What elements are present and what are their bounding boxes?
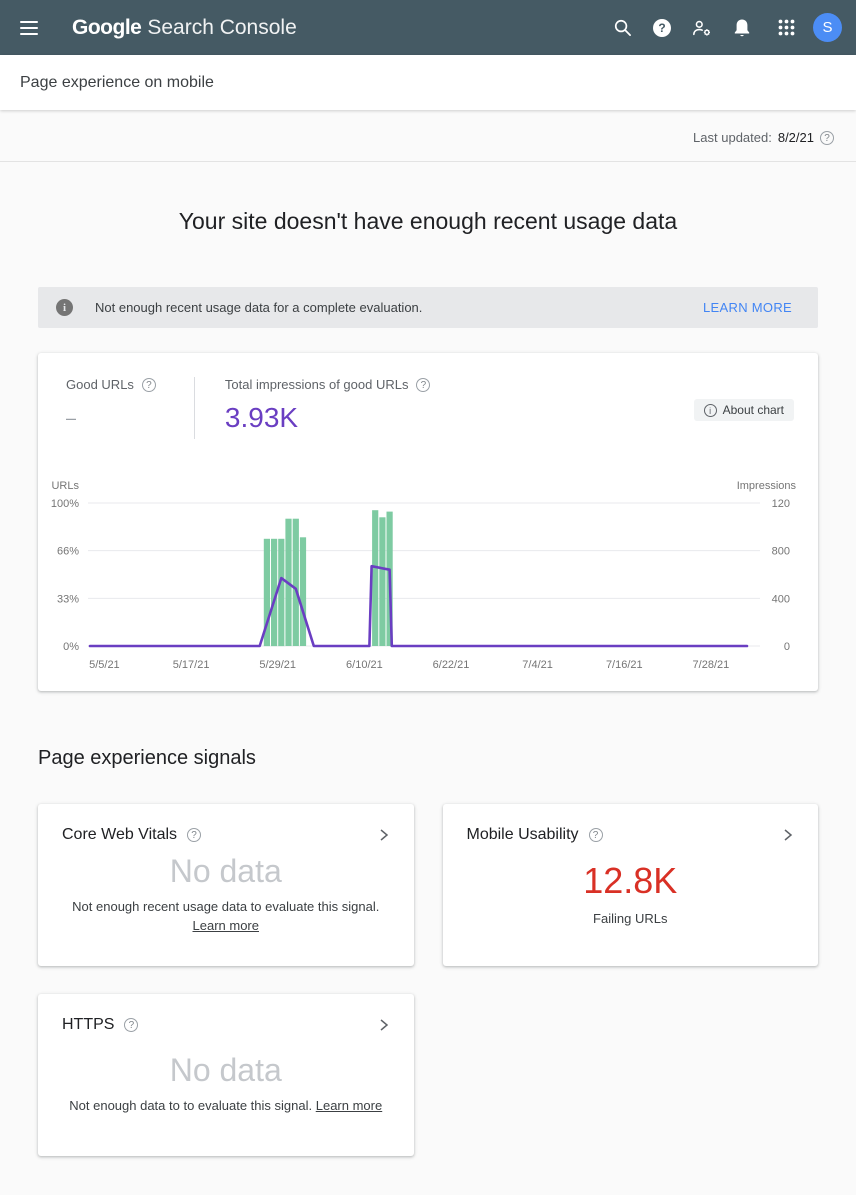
card-core-web-vitals[interactable]: Core Web Vitals No data Not enough recen… — [38, 804, 414, 966]
impressions-value: 3.93K — [224, 402, 299, 433]
chart-bar — [271, 538, 278, 647]
last-updated-value: 8/2/21 — [777, 130, 814, 145]
last-updated-label: Last updated: — [693, 130, 772, 145]
breadcrumb-bar: Page experience on mobile — [0, 55, 856, 110]
last-updated-row: Last updated: 8/2/21 — [0, 110, 856, 161]
x-axis-tick: 5/29/21 — [259, 659, 296, 671]
cwv-learn-more-link[interactable]: Learn more — [192, 917, 259, 933]
x-axis-tick: 7/16/21 — [606, 659, 643, 671]
product-logo[interactable]: Google Search Console — [72, 16, 297, 40]
x-axis-tick: 6/22/21 — [433, 659, 470, 671]
signal-cards-grid: Core Web Vitals No data Not enough recen… — [38, 804, 818, 1156]
info-icon — [56, 299, 73, 316]
https-caption-text: Not enough data to to evaluate this sign… — [69, 1098, 313, 1114]
impressions-line — [88, 564, 749, 648]
https-learn-more-link[interactable]: Learn more — [315, 1098, 383, 1114]
notifications-bell-icon[interactable] — [732, 18, 752, 38]
page-title: Your site doesn't have enough recent usa… — [178, 208, 678, 234]
trend-chart-card: Good URLs – Total impressions of good UR… — [38, 353, 818, 691]
learn-more-button[interactable]: LEARN MORE — [703, 300, 792, 315]
about-chart-label: About chart — [722, 403, 784, 417]
info-banner: Not enough recent usage data for a compl… — [38, 287, 818, 328]
chart-bar — [379, 517, 386, 646]
chart-bar — [278, 538, 285, 647]
cwv-caption-text: Not enough recent usage data to evaluate… — [72, 898, 380, 914]
right-axis-tick: 400 — [772, 593, 790, 605]
cwv-value: No data — [169, 852, 282, 889]
logo-google: Google — [72, 15, 142, 39]
x-axis-tick: 7/4/21 — [522, 659, 553, 671]
user-settings-icon[interactable] — [692, 18, 712, 38]
left-axis-tick: 0% — [63, 641, 79, 653]
menu-icon[interactable] — [20, 16, 44, 40]
svg-text:?: ? — [658, 21, 665, 35]
card-mobile-usability[interactable]: Mobile Usability 12.8K Failing URLs — [442, 804, 818, 966]
signals-section-title: Page experience signals — [38, 747, 256, 769]
x-axis-tick: 5/5/21 — [89, 659, 120, 671]
left-axis-tick: 33% — [57, 593, 79, 605]
mobile-usability-help-icon[interactable] — [588, 828, 603, 842]
cwv-help-icon[interactable] — [187, 828, 202, 842]
left-axis-tick: 66% — [57, 546, 79, 558]
https-caption: Not enough data to to evaluate this sign… — [69, 1097, 382, 1116]
impressions-help-icon[interactable] — [416, 377, 431, 392]
left-axis-tick: 100% — [51, 498, 79, 510]
x-axis-tick: 5/17/21 — [173, 659, 210, 671]
breadcrumb: Page experience on mobile — [20, 73, 214, 91]
last-updated-help-icon[interactable] — [820, 130, 834, 145]
chart-bar — [292, 518, 299, 646]
chart-bar — [263, 538, 270, 647]
good-urls-metric: Good URLs – — [66, 377, 156, 429]
account-avatar[interactable]: S — [813, 13, 842, 42]
https-help-icon[interactable] — [124, 1018, 139, 1032]
chevron-right-icon — [380, 829, 388, 841]
good-urls-help-icon[interactable] — [141, 377, 156, 392]
impressions-label: Total impressions of good URLs — [224, 377, 409, 392]
logo-search-console: Search Console — [147, 15, 297, 39]
top-app-bar: Google Search Console ? S — [0, 0, 856, 55]
good-urls-value: – — [66, 408, 77, 428]
chevron-right-icon — [784, 829, 793, 841]
section-divider — [0, 161, 856, 162]
apps-grid-icon[interactable] — [776, 18, 796, 38]
x-axis-tick: 7/28/21 — [693, 659, 730, 671]
about-chart-button[interactable]: About chart — [693, 399, 794, 421]
cwv-title: Core Web Vitals — [62, 826, 178, 843]
cwv-caption: Not enough recent usage data to evaluate… — [72, 898, 379, 936]
card-https[interactable]: HTTPS No data Not enough data to to eval… — [38, 994, 414, 1156]
trend-chart-svg: 100% 120 66% 800 33% 400 0% 0 URLs Impressions 5/5… — [51, 480, 797, 671]
https-title: HTTPS — [62, 1016, 115, 1033]
right-axis-tick: 800 — [772, 546, 790, 558]
banner-message: Not enough recent usage data for a compl… — [95, 300, 423, 315]
search-icon[interactable] — [612, 18, 632, 38]
help-icon[interactable]: ? — [652, 18, 672, 38]
right-axis-tick: 0 — [784, 641, 790, 653]
https-value: No data — [169, 1052, 282, 1089]
impressions-metric: Total impressions of good URLs 3.93K — [225, 377, 431, 434]
metric-divider — [193, 377, 195, 439]
right-axis-title: Impressions — [737, 480, 797, 492]
mobile-usability-title: Mobile Usability — [466, 826, 579, 843]
failing-urls-value: 12.8K — [583, 859, 678, 901]
chart-bar — [299, 537, 307, 646]
x-axis-tick: 6/10/21 — [346, 659, 383, 671]
trend-chart: 100% 120 66% 800 33% 400 0% 0 URLs Impressions 5/5… — [38, 471, 818, 688]
chart-bar — [372, 510, 379, 646]
right-axis-tick: 120 — [772, 498, 790, 510]
failing-urls-caption: Failing URLs — [593, 910, 668, 926]
good-urls-label: Good URLs — [66, 377, 134, 392]
left-axis-title: URLs — [51, 480, 79, 492]
chevron-right-icon — [380, 1019, 388, 1031]
about-chart-info-icon — [703, 403, 717, 417]
